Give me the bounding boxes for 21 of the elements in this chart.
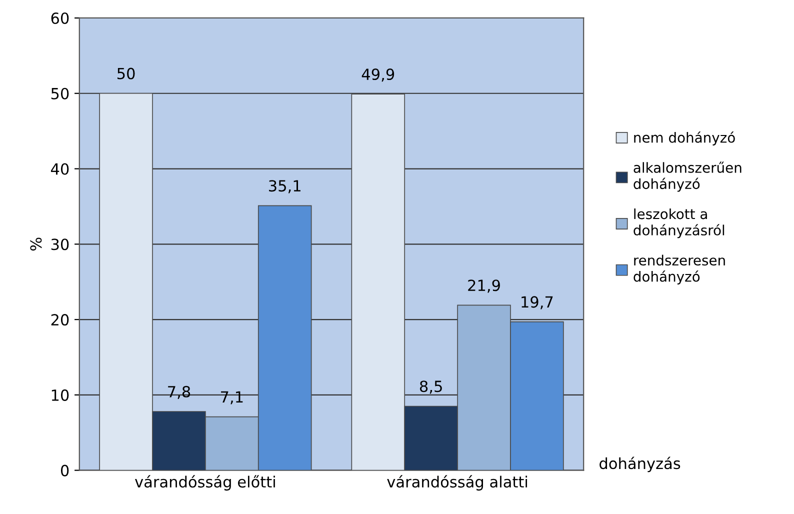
x-tick-label: várandósság alatti [387,475,528,491]
y-tick-label: 60 [51,12,69,24]
data-label: 19,7 [522,296,553,310]
y-tick-label: 10 [52,389,69,401]
x-tick-label: várandósság előtti [134,475,275,491]
data-label: 8,5 [420,380,442,394]
legend-label: rendszeresen dohányzó [634,254,725,284]
legend-label: leszokott a dohányzásról [634,208,724,238]
legend-label: nem dohányzó [634,131,735,146]
y-axis-title: % [30,238,42,251]
y-tick-label: 20 [51,314,69,326]
x-axis-title: dohányzás [600,456,680,472]
y-tick-label: 30 [51,238,69,250]
data-label: 49,9 [362,68,394,82]
y-tick-label: 0 [60,464,69,476]
legend-label: alkalomszerűen dohányzó [634,162,742,192]
y-tick-label: 50 [51,88,69,100]
data-label: 21,9 [468,280,500,293]
data-label: 35,1 [269,180,300,194]
y-tick-label: 40 [50,163,69,175]
data-label: 50 [117,68,135,80]
